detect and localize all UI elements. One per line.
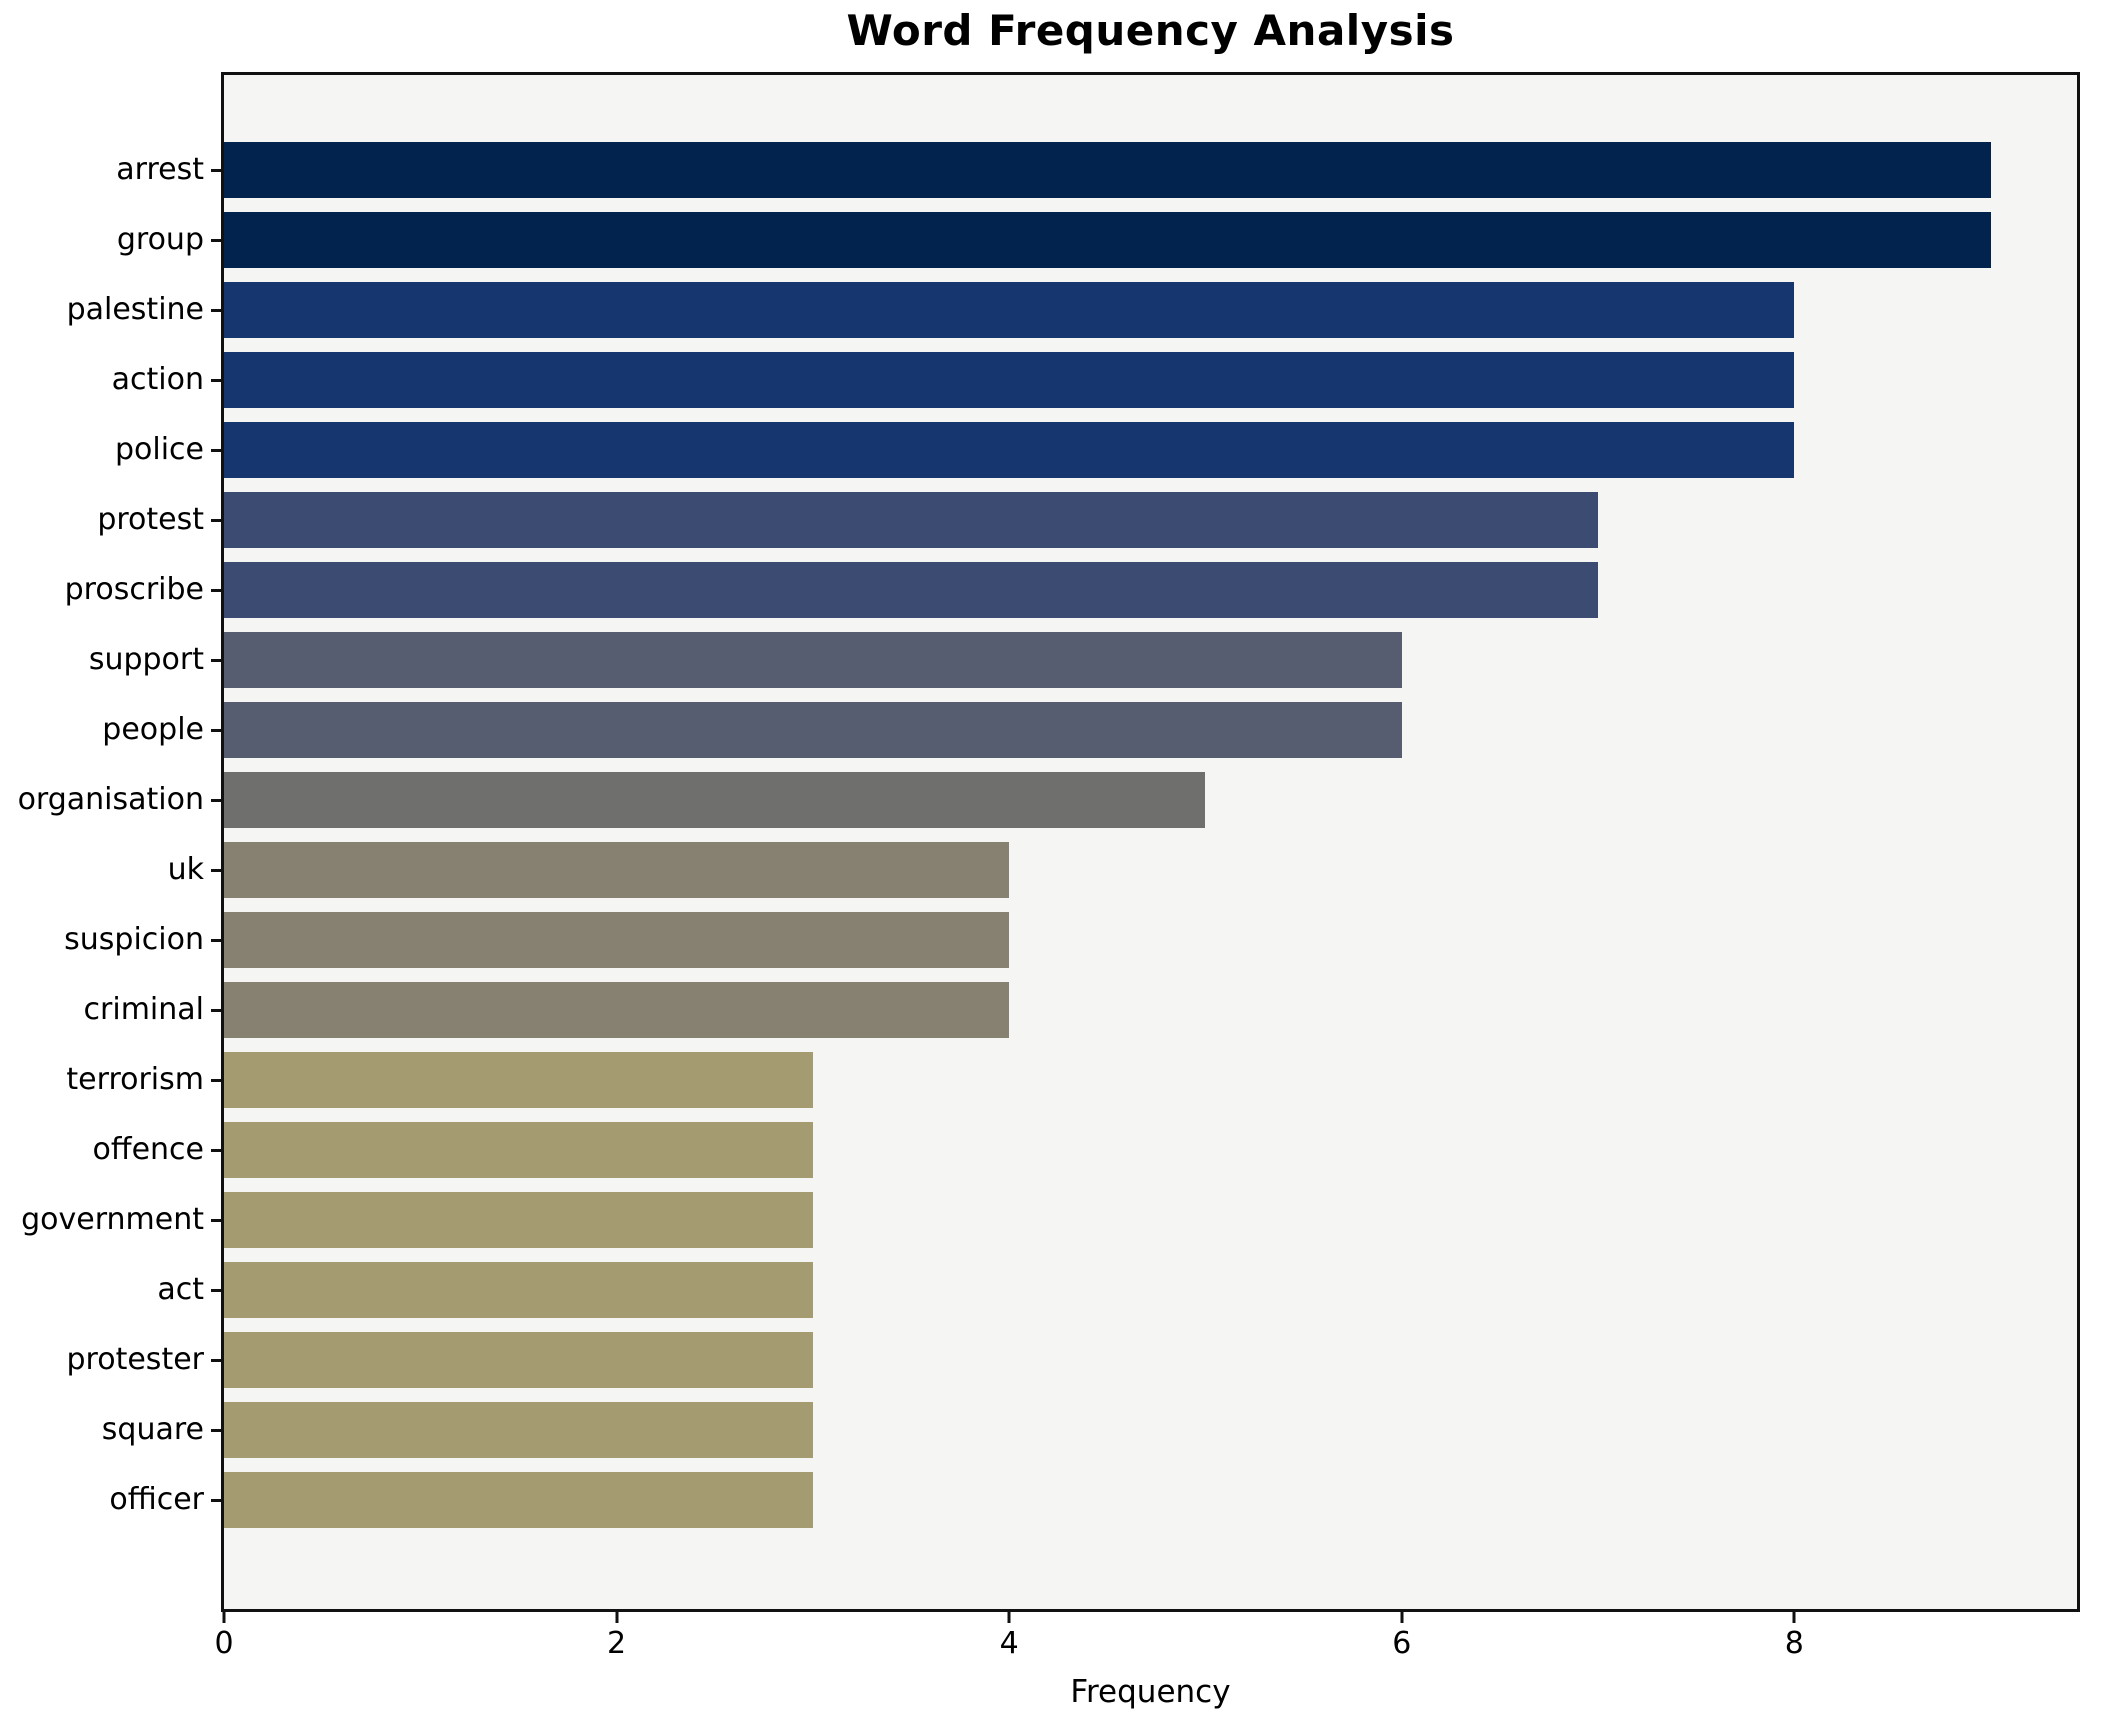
y-tick-mark bbox=[211, 588, 221, 592]
x-tick-mark bbox=[615, 1612, 619, 1623]
y-tick-mark bbox=[211, 518, 221, 522]
y-tick-mark bbox=[211, 1078, 221, 1082]
bar-people bbox=[224, 702, 1402, 758]
x-tick-label-0: 0 bbox=[214, 1626, 234, 1661]
y-tick-mark bbox=[211, 1498, 221, 1502]
y-tick-label-protest: protest bbox=[97, 502, 204, 537]
bar-act bbox=[224, 1262, 813, 1318]
bar-row-government: government bbox=[21, 1185, 2077, 1255]
y-tick-label-uk: uk bbox=[167, 852, 204, 887]
bar-row-protest: protest bbox=[97, 485, 2077, 555]
bar-protest bbox=[224, 492, 1599, 548]
bar-row-criminal: criminal bbox=[84, 975, 2077, 1045]
y-tick-label-government: government bbox=[21, 1202, 204, 1237]
bar-row-palestine: palestine bbox=[67, 275, 2077, 345]
bar-suspicion bbox=[224, 912, 1010, 968]
bar-government bbox=[224, 1192, 813, 1248]
x-tick-mark bbox=[1400, 1612, 1404, 1623]
bar-officer bbox=[224, 1472, 813, 1528]
x-tick-mark bbox=[222, 1612, 226, 1623]
x-tick-label-6: 6 bbox=[1392, 1626, 1412, 1661]
y-tick-label-group: group bbox=[116, 222, 204, 257]
bar-offence bbox=[224, 1122, 813, 1178]
y-tick-label-action: action bbox=[111, 362, 204, 397]
bar-organisation bbox=[224, 772, 1206, 828]
x-tick-mark bbox=[1007, 1612, 1011, 1623]
bar-row-protester: protester bbox=[67, 1325, 2077, 1395]
y-tick-mark bbox=[211, 448, 221, 452]
bar-row-terrorism: terrorism bbox=[66, 1045, 2077, 1115]
y-tick-mark bbox=[211, 1288, 221, 1292]
bar-row-offence: offence bbox=[93, 1115, 2077, 1185]
bar-row-suspicion: suspicion bbox=[64, 905, 2077, 975]
y-tick-mark bbox=[211, 1218, 221, 1222]
chart-title: Word Frequency Analysis bbox=[846, 6, 1455, 55]
bar-row-people: people bbox=[102, 695, 2077, 765]
y-tick-mark bbox=[211, 1008, 221, 1012]
y-tick-mark bbox=[211, 168, 221, 172]
bar-support bbox=[224, 632, 1402, 688]
y-tick-label-officer: officer bbox=[109, 1482, 204, 1517]
bar-row-act: act bbox=[157, 1255, 2077, 1325]
y-tick-mark bbox=[211, 868, 221, 872]
y-tick-label-organisation: organisation bbox=[17, 782, 204, 817]
y-tick-label-square: square bbox=[101, 1412, 204, 1447]
y-tick-label-proscribe: proscribe bbox=[64, 572, 204, 607]
bar-palestine bbox=[224, 282, 1795, 338]
y-tick-mark bbox=[211, 798, 221, 802]
bar-row-officer: officer bbox=[109, 1465, 2077, 1535]
bar-square bbox=[224, 1402, 813, 1458]
y-tick-label-protester: protester bbox=[66, 1342, 204, 1377]
y-tick-mark bbox=[211, 308, 221, 312]
bar-row-action: action bbox=[112, 345, 2077, 415]
bar-row-group: group bbox=[117, 205, 2077, 275]
y-tick-label-terrorism: terrorism bbox=[66, 1062, 204, 1097]
bar-uk bbox=[224, 842, 1010, 898]
x-tick-label-8: 8 bbox=[1784, 1626, 1804, 1661]
y-tick-label-criminal: criminal bbox=[83, 992, 204, 1027]
bar-police bbox=[224, 422, 1795, 478]
y-tick-mark bbox=[211, 658, 221, 662]
y-tick-label-people: people bbox=[102, 712, 204, 747]
y-tick-label-suspicion: suspicion bbox=[64, 922, 204, 957]
y-tick-mark bbox=[211, 1358, 221, 1362]
y-tick-mark bbox=[211, 1148, 221, 1152]
y-tick-label-offence: offence bbox=[92, 1132, 204, 1167]
y-tick-mark bbox=[211, 1428, 221, 1432]
bar-protester bbox=[224, 1332, 813, 1388]
bar-proscribe bbox=[224, 562, 1599, 618]
y-tick-label-police: police bbox=[114, 432, 204, 467]
y-tick-mark bbox=[211, 238, 221, 242]
bar-row-arrest: arrest bbox=[116, 135, 2077, 205]
y-tick-mark bbox=[211, 378, 221, 382]
y-tick-mark bbox=[211, 728, 221, 732]
bar-row-organisation: organisation bbox=[18, 765, 2077, 835]
plot-area: arrest group palestine action police protest p… bbox=[18, 72, 2080, 1708]
bar-arrest bbox=[224, 142, 1991, 198]
bar-group bbox=[224, 212, 1991, 268]
y-tick-label-palestine: palestine bbox=[66, 292, 204, 327]
bar-terrorism bbox=[224, 1052, 813, 1108]
x-tick-label-4: 4 bbox=[999, 1626, 1019, 1661]
y-tick-label-act: act bbox=[157, 1272, 204, 1307]
bar-action bbox=[224, 352, 1795, 408]
bar-row-police: police bbox=[115, 415, 2077, 485]
bar-row-proscribe: proscribe bbox=[65, 555, 2077, 625]
x-tick-mark bbox=[1792, 1612, 1796, 1623]
y-tick-label-support: support bbox=[88, 642, 204, 677]
bar-criminal bbox=[224, 982, 1010, 1038]
x-axis-label: Frequency bbox=[1070, 1674, 1231, 1710]
y-tick-label-arrest: arrest bbox=[116, 152, 204, 187]
bar-row-square: square bbox=[102, 1395, 2077, 1465]
bar-row-uk: uk bbox=[168, 835, 2077, 905]
bar-row-support: support bbox=[89, 625, 2077, 695]
x-tick-label-2: 2 bbox=[607, 1626, 627, 1661]
y-tick-mark bbox=[211, 938, 221, 942]
